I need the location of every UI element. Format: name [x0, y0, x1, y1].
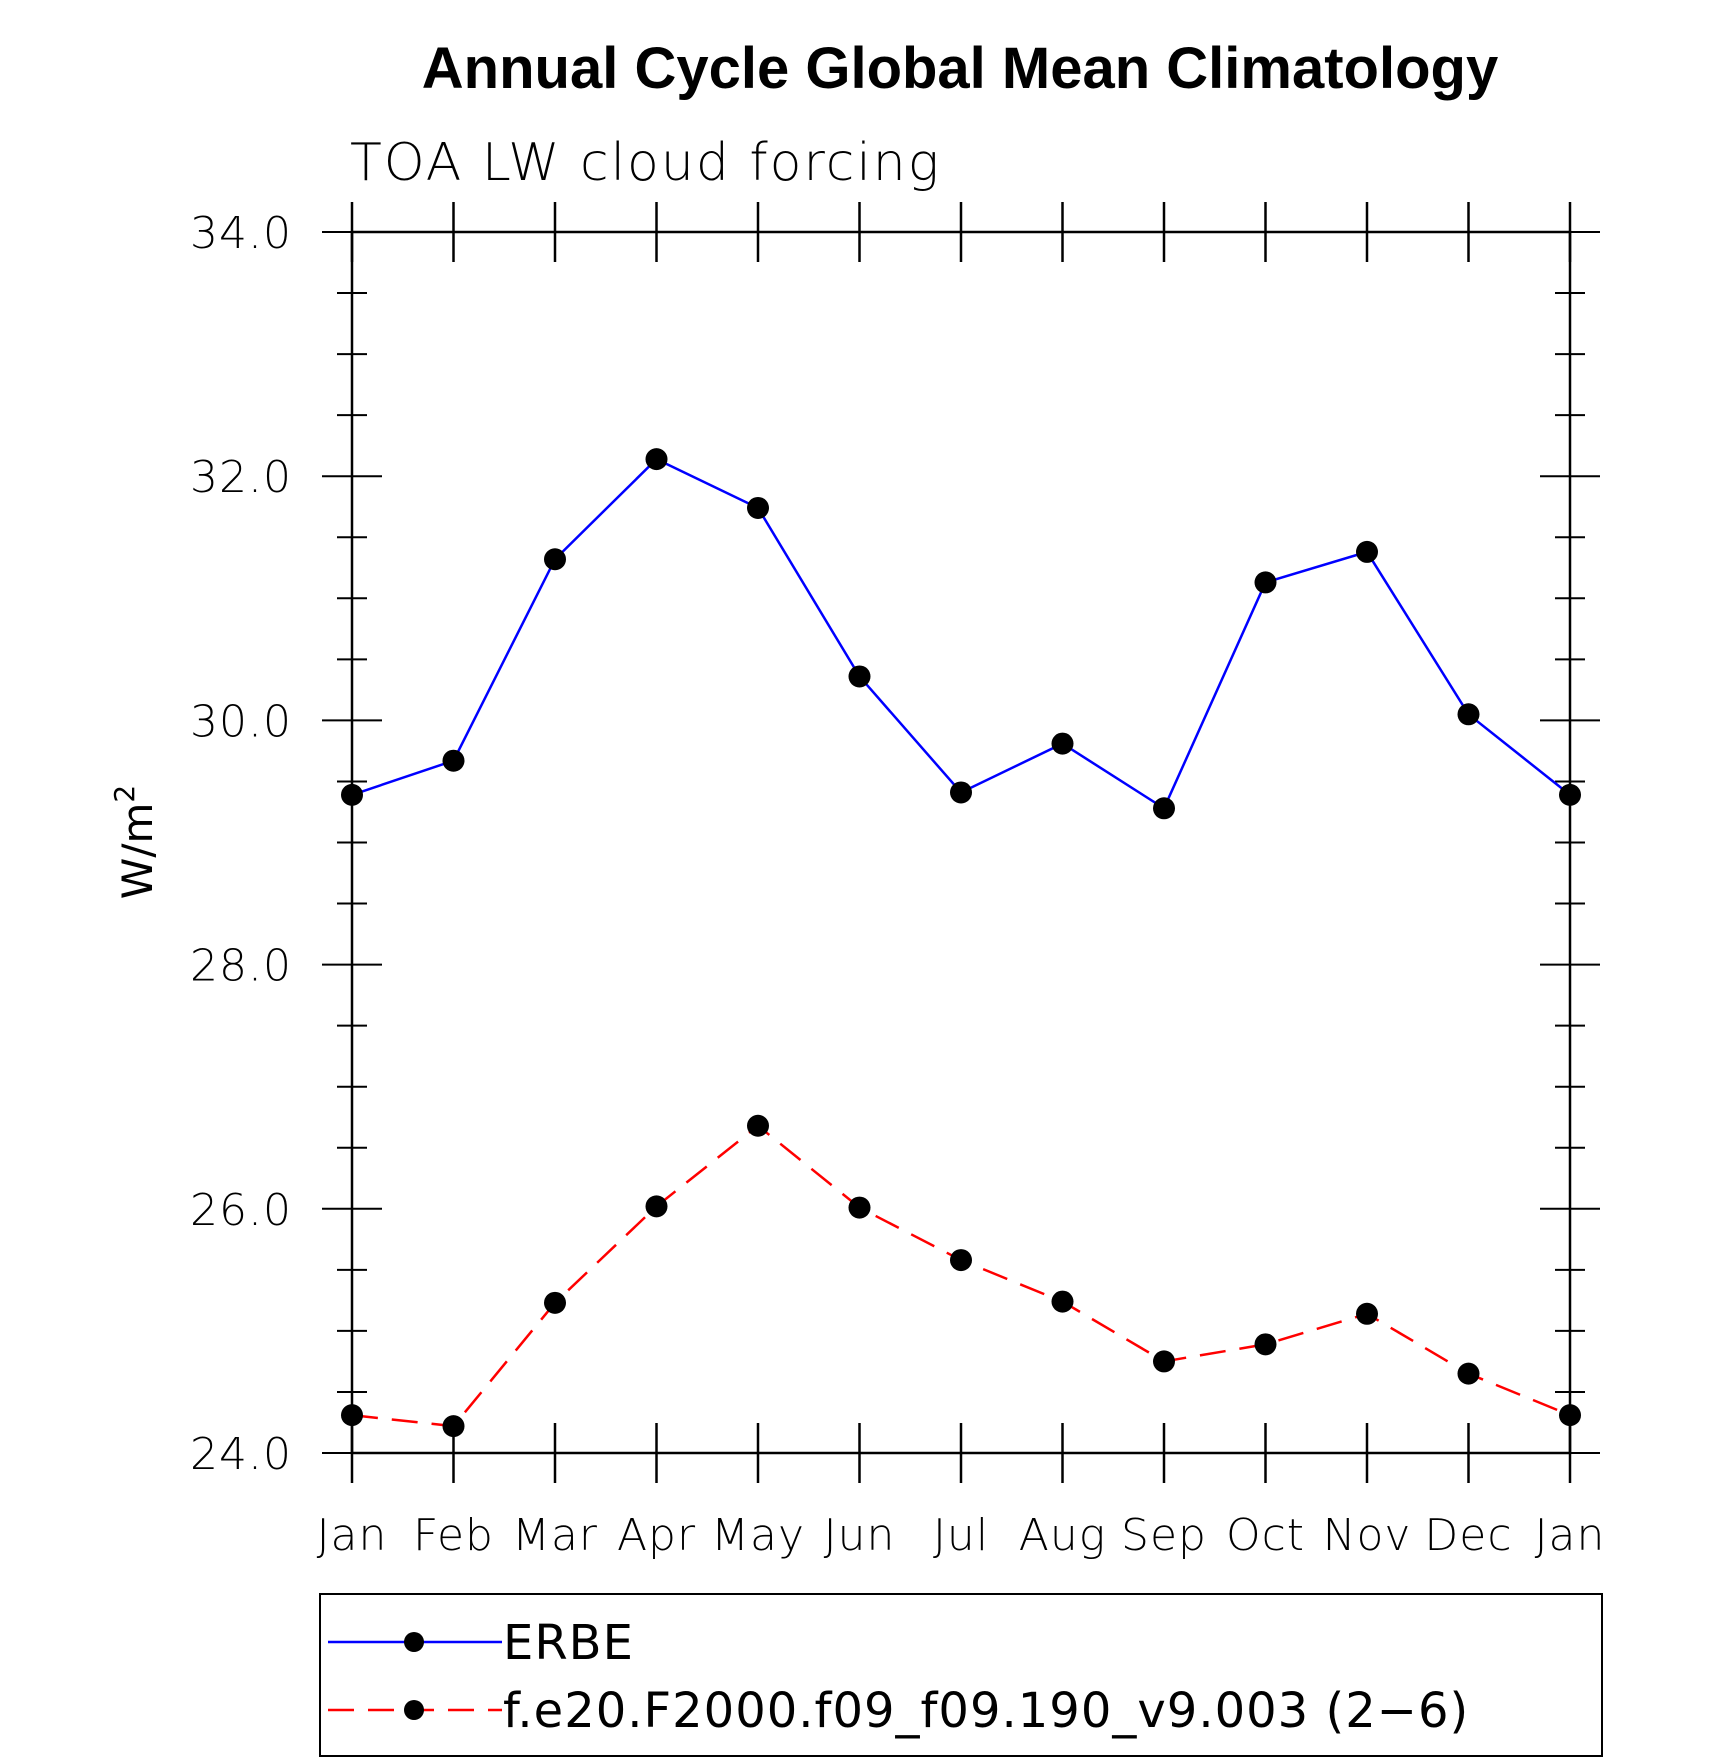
series-0-point	[1457, 703, 1480, 726]
x-tick-label: Feb	[413, 1510, 494, 1561]
x-tick-label: Mar	[512, 1510, 598, 1561]
x-tick-label: Dec	[1424, 1510, 1512, 1561]
legend-label-erbe: ERBE	[503, 1615, 634, 1671]
y-tick-label: 26.0	[190, 1185, 292, 1236]
y-tick-label: 24.0	[190, 1429, 292, 1480]
y-axis-label-superscript: 2	[108, 785, 141, 803]
series-lines	[351, 457, 1571, 1428]
legend-box	[319, 1593, 1603, 1757]
x-tick-label: Aug	[1019, 1510, 1106, 1561]
chart-subtitle: TOA LW cloud forcing	[350, 133, 941, 193]
series-0-point	[950, 781, 972, 804]
series-0-point	[442, 749, 465, 772]
x-tick-label: May	[711, 1510, 805, 1561]
x-tick-label: Jul	[933, 1510, 989, 1561]
y-axis-label-text: W/m	[113, 803, 162, 900]
series-1-point	[848, 1196, 871, 1219]
series-line-1	[351, 1124, 1571, 1428]
x-tick-label: Jan	[1535, 1510, 1606, 1561]
series-line-0	[351, 457, 1571, 811]
x-tick-label: Sep	[1121, 1510, 1207, 1561]
legend-marker-erbe	[404, 1632, 424, 1652]
series-1-point	[645, 1195, 668, 1218]
series-0-point	[1254, 571, 1277, 594]
series-1-point	[1457, 1362, 1480, 1385]
y-tick-labels: 24.0 26.0 28.0 30.0 32.0 34.0	[190, 208, 292, 1480]
series-0-point	[1051, 732, 1074, 755]
series-0-point	[1356, 540, 1378, 563]
axis-ticks	[322, 202, 1600, 1483]
series-1-point	[1051, 1290, 1074, 1313]
x-tick-label: Jan	[317, 1510, 388, 1561]
y-tick-label: 30.0	[190, 696, 292, 747]
series-0-point	[645, 448, 668, 471]
y-tick-label: 34.0	[190, 208, 292, 259]
series-0-point	[747, 496, 769, 519]
series-1-point	[747, 1114, 769, 1137]
series-0-point	[848, 665, 871, 688]
series-0-point	[1153, 797, 1175, 820]
x-tick-label: Jun	[824, 1510, 896, 1561]
series-1-point	[950, 1249, 972, 1272]
x-tick-labels: Jan Feb Mar Apr May Jun Jul Aug Sep Oct Nov Dec Jan	[317, 1510, 1606, 1561]
series-1-point	[1559, 1404, 1581, 1427]
y-tick-label: 28.0	[190, 941, 292, 992]
legend-marker-model	[404, 1700, 424, 1720]
series-0-point	[341, 783, 363, 806]
legend-label-model: f.e20.F2000.f09_f09.190_v9.003 (2−6)	[503, 1683, 1469, 1739]
series-1-point	[442, 1415, 465, 1438]
x-tick-label: Oct	[1226, 1510, 1305, 1561]
y-tick-label: 32.0	[190, 452, 292, 503]
chart-title: Annual Cycle Global Mean Climatology	[422, 36, 1498, 101]
series-1-point	[341, 1404, 363, 1427]
series-1-point	[544, 1291, 566, 1314]
series-0-point	[1559, 783, 1581, 806]
series-1-point	[1356, 1302, 1378, 1325]
x-tick-label: Apr	[617, 1510, 696, 1561]
series-1-point	[1254, 1333, 1277, 1356]
y-axis-label: W/m2	[108, 785, 162, 899]
x-tick-label: Nov	[1323, 1510, 1412, 1561]
series-markers	[341, 448, 1581, 1438]
series-1-point	[1153, 1350, 1175, 1373]
series-0-point	[544, 548, 566, 571]
legend: ERBE f.e20.F2000.f09_f09.190_v9.003 (2−6…	[319, 1593, 1603, 1757]
